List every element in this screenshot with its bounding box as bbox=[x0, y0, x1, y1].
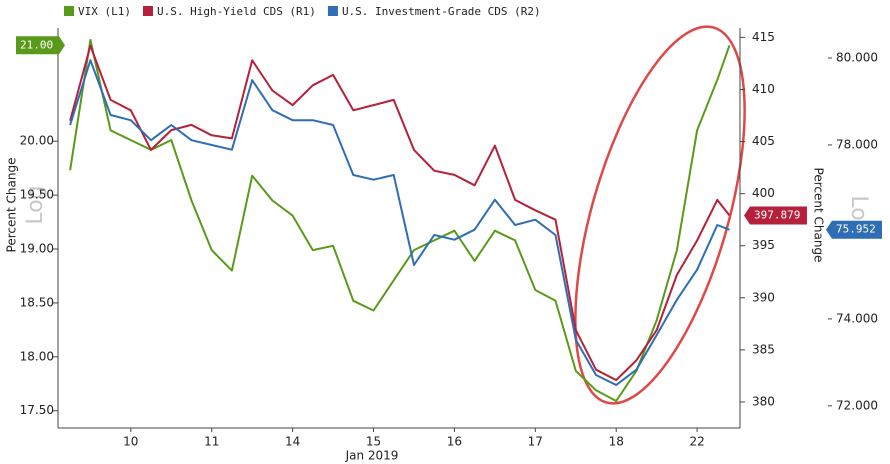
y-tick-label: 18.00 bbox=[20, 349, 54, 363]
y-tick-label: 19.50 bbox=[20, 188, 54, 202]
value-tag bbox=[16, 36, 65, 55]
value-tag-label: 397.879 bbox=[754, 209, 800, 222]
series-line bbox=[69, 44, 731, 382]
x-tick-label: 18 bbox=[609, 435, 624, 449]
x-tick-label: 11 bbox=[204, 435, 219, 449]
legend-swatch bbox=[64, 6, 74, 16]
value-tag-label: 21.00 bbox=[20, 38, 53, 51]
x-tick-label: 16 bbox=[447, 435, 462, 449]
y-tick-label: 400 bbox=[752, 186, 775, 200]
y-tick-label: 380 bbox=[752, 394, 775, 408]
y-tick-label: 20.00 bbox=[20, 134, 54, 148]
y-tick-label: 78.000 bbox=[836, 137, 878, 151]
x-tick-label: 17 bbox=[528, 435, 543, 449]
y-tick-label: 19.00 bbox=[20, 242, 54, 256]
y-tick-label: 385 bbox=[752, 342, 775, 356]
scale-note: Log bbox=[23, 185, 48, 224]
y-tick-label: 395 bbox=[752, 238, 775, 252]
legend-swatch bbox=[327, 6, 338, 16]
y-tick-label: 18.50 bbox=[20, 295, 54, 309]
x-axis-title: Jan 2019 bbox=[345, 449, 399, 463]
y-tick-label: 410 bbox=[752, 82, 775, 96]
y-tick-label: 390 bbox=[752, 290, 775, 304]
series-line bbox=[69, 59, 730, 386]
y2-axis-title: Percent Change bbox=[812, 168, 826, 263]
y-tick-label: 74.000 bbox=[836, 311, 878, 325]
value-tag bbox=[826, 220, 882, 239]
highlight-ellipse bbox=[574, 25, 746, 405]
y-tick-label: 80.000 bbox=[836, 51, 878, 65]
y-tick-label: 415 bbox=[752, 30, 775, 44]
legend-label: U.S. High-Yield CDS (R1) bbox=[157, 5, 316, 18]
legend-label: U.S. Investment-Grade CDS (R2) bbox=[342, 5, 541, 18]
x-tick-label: 15 bbox=[366, 435, 381, 449]
value-tag bbox=[744, 206, 807, 225]
value-tag-label: 75.952 bbox=[836, 223, 876, 236]
legend-swatch bbox=[142, 6, 153, 16]
x-tick-label: 14 bbox=[285, 435, 300, 449]
series-line bbox=[69, 38, 731, 402]
y-tick-label: 17.50 bbox=[20, 403, 54, 417]
y-axis-title: Percent Change bbox=[5, 158, 19, 253]
legend-label: VIX (L1) bbox=[78, 5, 131, 18]
x-tick-label: 22 bbox=[689, 435, 704, 449]
x-tick-label: 10 bbox=[123, 435, 138, 449]
y-tick-label: 72.000 bbox=[836, 398, 878, 412]
y-tick-label: 405 bbox=[752, 134, 775, 148]
